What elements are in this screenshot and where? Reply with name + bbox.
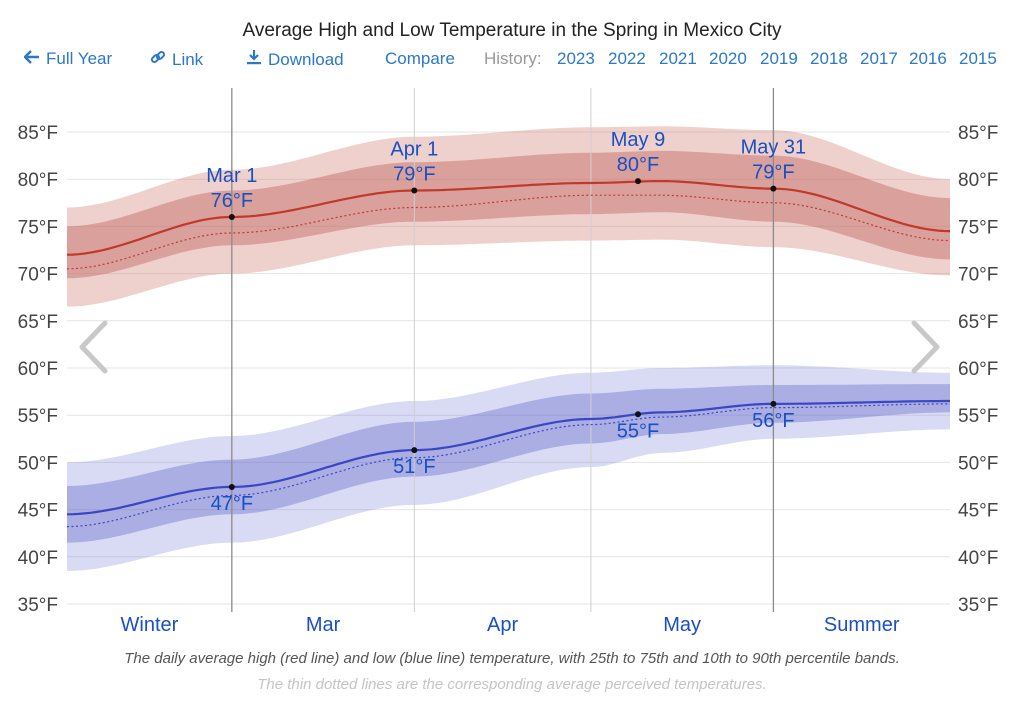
data-point: [228, 213, 235, 220]
percentile-bands: [67, 126, 950, 571]
data-point: [770, 400, 777, 407]
annotation-value: 47°F: [211, 493, 253, 515]
series-line-0: [66, 180, 951, 256]
y-tick-label-right: 45°F: [958, 501, 998, 522]
arrow-left-icon: [23, 49, 40, 69]
chart-caption: The daily average high (red line) and lo…: [124, 650, 900, 667]
history-year-2021[interactable]: 2021: [659, 49, 697, 68]
annotation-date: Mar 1: [206, 165, 257, 187]
y-tick-label-left: 65°F: [18, 312, 58, 333]
data-point: [411, 187, 418, 194]
toolbar: Full Year Link Download Compare History:…: [0, 49, 1024, 75]
annotations: Mar 1 76°F Apr 1 79°F May 9 80°F May 31 79°F 47°…: [206, 129, 806, 515]
chart-title: Average High and Low Temperature in the …: [242, 20, 782, 41]
history-year-2018[interactable]: 2018: [810, 49, 848, 68]
chevron-right-icon[interactable]: [911, 320, 940, 374]
annotation-date: Apr 1: [390, 139, 438, 161]
link-icon: [150, 49, 166, 70]
history-year-2017[interactable]: 2017: [860, 49, 898, 68]
download-button[interactable]: Download: [246, 49, 344, 70]
data-point: [228, 483, 235, 490]
full-year-button[interactable]: Full Year: [23, 49, 113, 69]
annotation-date: May 9: [611, 129, 665, 151]
data-point: [635, 178, 642, 185]
y-tick-label-right: 75°F: [958, 217, 998, 238]
history-label: History:: [484, 49, 542, 68]
data-point: [635, 411, 642, 418]
y-tick-label-left: 70°F: [18, 265, 58, 286]
chart-caption-note: The thin dotted lines are the correspond…: [257, 676, 767, 693]
history-year-2016[interactable]: 2016: [909, 49, 947, 68]
y-tick-label-right: 65°F: [958, 312, 998, 333]
y-tick-label-left: 55°F: [18, 406, 58, 427]
series-lines: [66, 180, 951, 528]
temperature-chart: 85°F 85°F 80°F 80°F 75°F 75°F 70°F 70°F 65°F 65°F…: [18, 88, 999, 636]
y-tick-label-left: 35°F: [18, 595, 58, 616]
history-year-2019[interactable]: 2019: [760, 49, 798, 68]
x-tick-label: May: [663, 614, 701, 636]
x-tick-label: Apr: [487, 614, 518, 636]
grid-lines: [67, 131, 950, 605]
history-year-2023[interactable]: 2023: [557, 49, 595, 68]
history-year-2022[interactable]: 2022: [608, 49, 646, 68]
x-tick-label: Mar: [306, 614, 341, 636]
y-tick-label-right: 70°F: [958, 265, 998, 286]
annotation-value: 55°F: [617, 420, 659, 442]
annotation-value: 76°F: [211, 190, 253, 212]
band-10-90-0: [67, 126, 950, 307]
annotation-date: May 31: [741, 137, 807, 159]
download-label: Download: [268, 50, 344, 69]
band-10-90-1: [67, 365, 950, 571]
y-tick-label-left: 75°F: [18, 217, 58, 238]
y-tick-label-right: 55°F: [958, 406, 998, 427]
link-label: Link: [172, 50, 204, 69]
data-point: [770, 185, 777, 192]
annotation-value: 80°F: [617, 154, 659, 176]
compare-button[interactable]: Compare: [385, 49, 455, 68]
x-axis: Winter Mar Apr May Summer: [121, 614, 900, 636]
history-year-2020[interactable]: 2020: [709, 49, 747, 68]
y-tick-label-right: 35°F: [958, 595, 998, 616]
band-25-75-1: [67, 384, 950, 543]
y-tick-label-left: 45°F: [18, 501, 58, 522]
annotation-value: 79°F: [752, 162, 794, 184]
history-year-2015[interactable]: 2015: [959, 49, 997, 68]
full-year-label: Full Year: [46, 49, 113, 68]
y-tick-label-right: 50°F: [958, 453, 998, 474]
x-tick-label: Winter: [121, 614, 179, 636]
y-tick-label-left: 60°F: [18, 359, 58, 380]
y-tick-label-right: 40°F: [958, 548, 998, 569]
y-tick-label-right: 80°F: [958, 170, 998, 191]
link-button[interactable]: Link: [150, 49, 203, 70]
download-icon: [246, 49, 262, 70]
annotation-value: 79°F: [393, 164, 435, 186]
perceived-line-1: [66, 403, 950, 528]
y-tick-label-right: 85°F: [958, 123, 998, 144]
y-axis: 85°F 85°F 80°F 80°F 75°F 75°F 70°F 70°F 65°F 65°F…: [18, 123, 999, 616]
y-tick-label-left: 50°F: [18, 453, 58, 474]
series-line-1: [66, 399, 950, 516]
y-tick-label-left: 85°F: [18, 123, 58, 144]
y-tick-label-right: 60°F: [958, 359, 998, 380]
perceived-line-0: [66, 194, 951, 270]
annotation-value: 56°F: [752, 410, 794, 432]
y-tick-label-left: 80°F: [18, 170, 58, 191]
data-point: [411, 447, 418, 454]
y-tick-label-left: 40°F: [18, 548, 58, 569]
chevron-left-icon[interactable]: [79, 320, 108, 374]
band-25-75-0: [67, 150, 950, 279]
x-tick-label: Summer: [824, 614, 900, 636]
month-lines: [231, 88, 775, 612]
annotation-value: 51°F: [393, 456, 435, 478]
